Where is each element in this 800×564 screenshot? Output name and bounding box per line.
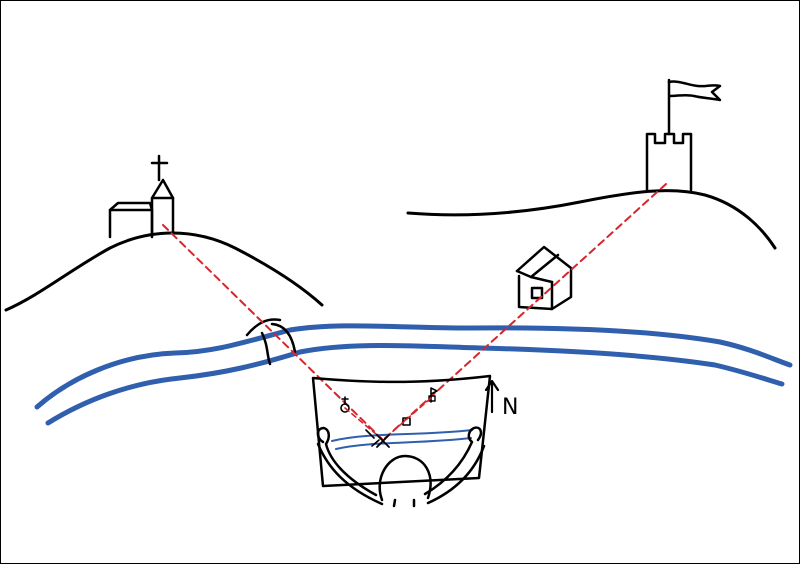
north-label: N: [502, 395, 518, 420]
sightline-to-tower: [382, 183, 667, 441]
church-icon: [108, 154, 175, 239]
right-hill: [406, 189, 777, 250]
left-hill: [4, 231, 324, 312]
house-icon: [515, 245, 573, 311]
map-holder-icon: [311, 374, 492, 508]
sightlines: [162, 183, 667, 441]
north-arrow-icon: [484, 379, 500, 414]
tower-with-flag-icon: [645, 78, 722, 193]
river: [34, 323, 793, 426]
